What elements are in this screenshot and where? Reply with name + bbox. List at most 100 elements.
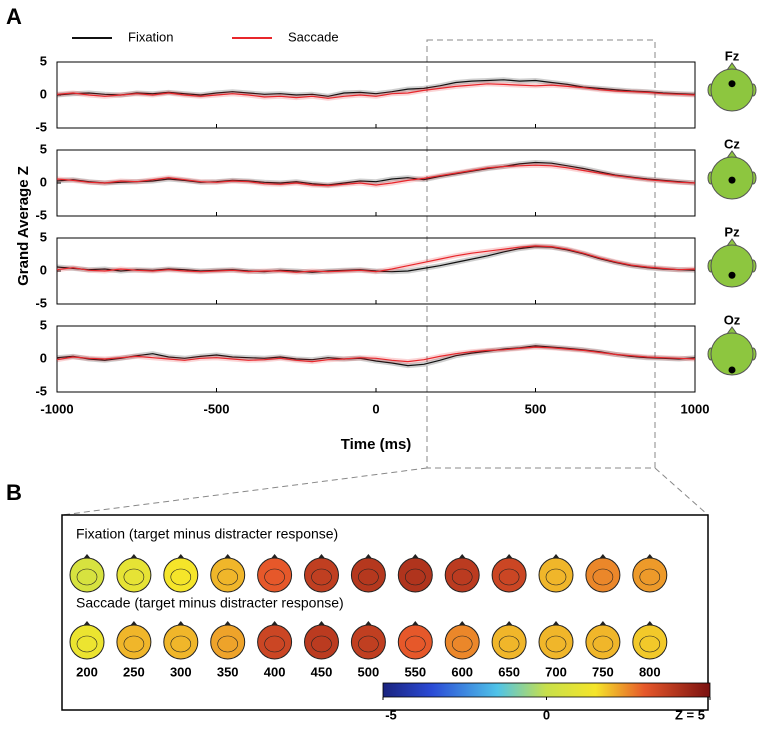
topomap-contour [404, 568, 426, 586]
colorbar-tick-label: Z = 5 [675, 707, 705, 722]
x-tick-label: -1000 [40, 401, 73, 416]
topomap [491, 557, 527, 593]
legend-label: Fixation [128, 29, 174, 44]
topomap-contour [264, 635, 285, 653]
series-line [56, 346, 696, 363]
topomap [210, 557, 246, 593]
topomap-contour [217, 568, 238, 586]
topomap-contour [76, 568, 98, 586]
legend-label: Saccade [288, 29, 339, 44]
panel-label: A [6, 4, 22, 29]
topomap [69, 557, 105, 593]
time-label: 450 [311, 664, 333, 679]
electrode [728, 176, 736, 184]
y-axis-label: Grand Average Z [15, 166, 32, 286]
time-label: 650 [498, 664, 520, 679]
topomap [163, 557, 199, 593]
time-label: 700 [545, 664, 567, 679]
topomap [350, 557, 386, 593]
x-axis-label: Time (ms) [341, 436, 412, 453]
colorbar-tick-label: 0 [543, 707, 550, 722]
topomap [163, 624, 199, 660]
topomap-frame [61, 514, 709, 711]
topomap [304, 557, 339, 593]
y-tick-label: 5 [40, 53, 47, 68]
head [710, 244, 754, 288]
topomap [585, 557, 621, 593]
time-label: 800 [639, 664, 661, 679]
x-tick-label: -500 [203, 401, 229, 416]
topomap [257, 624, 293, 660]
zoom-line [61, 467, 428, 516]
topomap-contour [170, 568, 192, 586]
electrode-label: Fz [725, 48, 740, 63]
time-label: 350 [217, 664, 239, 679]
topomap [632, 557, 668, 593]
electrode-label: Oz [724, 312, 741, 327]
topomap [304, 624, 339, 660]
topomap [350, 624, 386, 660]
colorbar-tick-label: -5 [385, 707, 397, 722]
topomap-contour [639, 568, 661, 586]
time-label: 200 [76, 664, 98, 679]
head [710, 68, 754, 112]
topomap-contour [639, 635, 661, 653]
series-line [56, 79, 696, 97]
topomap [116, 557, 152, 593]
y-tick-label: 5 [40, 229, 47, 244]
electrode [728, 80, 736, 88]
y-tick-label: 0 [40, 86, 47, 101]
topomap [69, 624, 105, 660]
series-line [56, 164, 696, 187]
topomap-contour [451, 568, 473, 586]
y-tick-label: -5 [35, 119, 47, 134]
topomap-contour [451, 635, 473, 653]
topomap [397, 624, 433, 660]
electrode [728, 271, 736, 279]
row-title: Fixation (target minus distracter respon… [76, 526, 338, 542]
topomap [210, 624, 246, 660]
time-label: 400 [264, 664, 286, 679]
topomap-contour [358, 635, 379, 653]
topomap-contour [170, 635, 192, 653]
zoom-box [426, 39, 656, 469]
topomap-contour [311, 635, 332, 653]
topomap [397, 557, 433, 593]
topomap-contour [311, 568, 332, 586]
topomap-contour [592, 635, 614, 653]
topomap [257, 557, 293, 593]
topomap [491, 624, 527, 660]
time-label: 250 [123, 664, 145, 679]
head-nose [726, 150, 738, 159]
series-line [56, 246, 696, 273]
topomap [116, 624, 152, 660]
electrode-label: Pz [724, 224, 740, 239]
y-tick-label: 5 [40, 141, 47, 156]
y-tick-label: 0 [40, 350, 47, 365]
time-label: 550 [404, 664, 426, 679]
head [710, 332, 754, 376]
y-tick-label: -5 [35, 383, 47, 398]
zoom-line [654, 467, 709, 516]
topomap-contour [498, 568, 520, 586]
topomap [632, 624, 668, 660]
topomap-contour [545, 635, 567, 653]
topomap [444, 624, 480, 660]
electrode [728, 366, 736, 374]
topomap-contour [264, 568, 285, 586]
head-nose [726, 62, 738, 71]
colorbar [382, 682, 711, 698]
topomap-contour [217, 635, 238, 653]
row-title: Saccade (target minus distracter respons… [76, 595, 344, 611]
topomap-contour [76, 635, 98, 653]
topomap-contour [123, 635, 145, 653]
electrode-label: Cz [724, 136, 740, 151]
y-tick-label: -5 [35, 207, 47, 222]
y-tick-label: 0 [40, 174, 47, 189]
x-tick-label: 500 [525, 401, 547, 416]
x-tick-label: 1000 [681, 401, 710, 416]
series-line [56, 345, 696, 367]
series-line [56, 245, 696, 273]
time-label: 500 [358, 664, 380, 679]
topomap [538, 557, 574, 593]
